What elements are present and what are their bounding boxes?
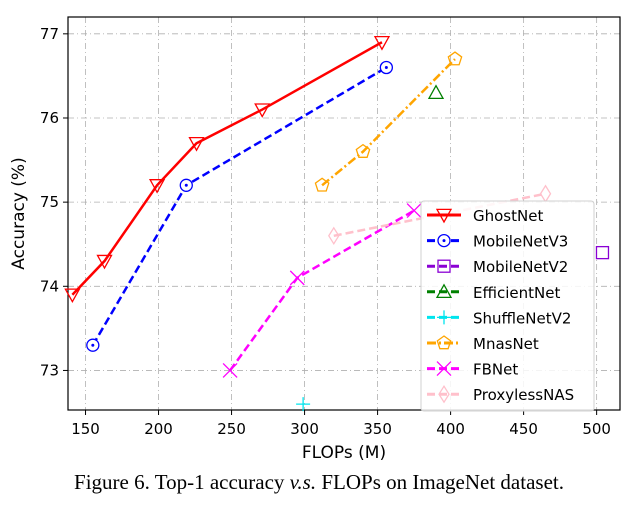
circle-dot-center (91, 343, 95, 347)
series-line (229, 209, 415, 372)
x-marker (222, 362, 238, 378)
figure-caption: Figure 6. Top-1 accuracy v.s. FLOPs on I… (74, 470, 564, 494)
x-tick-label: 300 (290, 420, 319, 438)
y-tick-label: 74 (40, 277, 59, 295)
plot-frame (67, 16, 621, 411)
legend-label: ShuffleNetV2 (473, 309, 571, 327)
y-axis-label: Accuracy (%) (9, 157, 29, 269)
legend-item: MobileNetV3 (427, 233, 568, 251)
legend-item: ProxylessNAS (427, 384, 574, 404)
plus-marker (296, 397, 311, 412)
triangle-down-marker (188, 136, 205, 152)
series-shufflenetv2 (296, 397, 311, 412)
triangle-down-marker (64, 288, 81, 304)
legend-item: GhostNet (427, 207, 543, 225)
x-tick-label: 150 (71, 420, 100, 438)
legend-label: MobileNetV2 (473, 258, 568, 276)
x-tick-label: 400 (436, 420, 465, 438)
series-ghostnet (64, 35, 391, 304)
triangle-down-marker (373, 35, 391, 51)
circle-dot-center (184, 183, 188, 187)
x-marker (406, 203, 422, 219)
series-line (71, 41, 383, 296)
triangle-down-marker (148, 179, 166, 194)
x-tick-label: 500 (582, 420, 611, 438)
circle-dot-center (384, 65, 388, 69)
x-marker (436, 361, 452, 377)
triangle-up-marker (427, 84, 445, 99)
legend-label: ProxylessNAS (473, 386, 574, 404)
diamond-marker (539, 184, 552, 203)
series-efficientnet (427, 84, 445, 99)
legend-box (420, 200, 595, 412)
series-line (91, 66, 387, 346)
series-mobilenetv2 (595, 245, 610, 260)
legend-label: FBNet (473, 361, 518, 379)
series-fbnet (222, 203, 422, 378)
x-axis-label: FLOPs (M) (302, 443, 386, 463)
y-tick-label: 75 (40, 193, 59, 211)
pentagon-marker (436, 335, 452, 350)
triangle-down-marker (435, 208, 453, 224)
x-tick-label: 250 (217, 420, 246, 438)
square-marker (595, 245, 610, 260)
triangle-up-marker (435, 283, 453, 299)
legend-item: MobileNetV2 (427, 258, 568, 276)
series-mobilenetv3 (86, 60, 393, 352)
triangle-down-marker (254, 103, 271, 118)
series-mnasnet (314, 51, 463, 192)
legend-label: MnasNet (473, 335, 539, 353)
y-tick-label: 77 (40, 25, 59, 43)
x-tick-label: 350 (363, 420, 392, 438)
square-marker (437, 259, 451, 273)
pentagon-marker (355, 143, 371, 158)
legend-label: GhostNet (473, 207, 543, 225)
series-line (321, 58, 456, 187)
triangle-down-marker (96, 254, 113, 270)
legend-item: ShuffleNetV2 (427, 309, 571, 327)
plus-marker (437, 310, 451, 325)
x-tick-label: 450 (509, 420, 538, 438)
diamond-marker (438, 384, 450, 404)
y-tick-label: 73 (40, 361, 59, 379)
diamond-marker (328, 226, 340, 246)
legend-label: EfficientNet (473, 284, 560, 302)
legend-label: MobileNetV3 (473, 233, 568, 251)
circle-dot-center (442, 239, 446, 243)
chart: 150 200 250 300 350 400 450 500 73 74 75 76 77 FLOPs … (9, 16, 621, 463)
x-tick-label: 200 (144, 420, 173, 438)
legend: GhostNet MobileNetV3 MobileNetV2 EfficientN… (420, 200, 595, 412)
y-tick-label: 76 (40, 109, 59, 127)
legend-item: MnasNet (427, 335, 539, 353)
x-marker (289, 270, 305, 286)
pentagon-marker (314, 177, 330, 192)
pentagon-marker (447, 51, 463, 66)
legend-item: FBNet (427, 361, 518, 379)
legend-item: EfficientNet (427, 283, 560, 302)
